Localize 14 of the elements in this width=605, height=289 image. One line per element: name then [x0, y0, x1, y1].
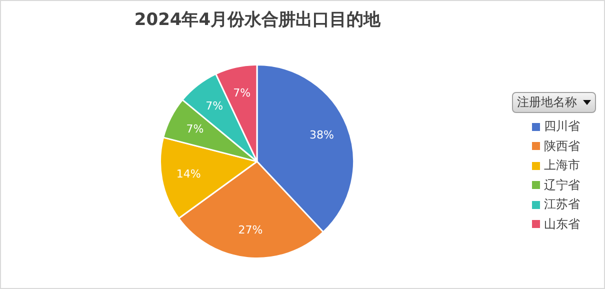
legend-label: 辽宁省 [544, 176, 580, 194]
data-label: 38% [310, 128, 334, 142]
legend-label: 江苏省 [544, 196, 580, 214]
chart-title: 2024年4月份水合肼出口目的地 [133, 9, 382, 31]
legend-title: 注册地名称 [517, 94, 577, 111]
data-label: 7% [233, 86, 251, 100]
legend-label: 四川省 [544, 118, 580, 136]
data-label: 14% [176, 167, 201, 180]
legend-label: 山东省 [544, 216, 580, 233]
legend-label: 上海市 [544, 157, 580, 174]
data-label: 27% [238, 224, 263, 237]
data-label: 7% [206, 99, 224, 112]
legend-label: 陕西省 [544, 138, 580, 155]
data-label: 7% [186, 122, 204, 136]
